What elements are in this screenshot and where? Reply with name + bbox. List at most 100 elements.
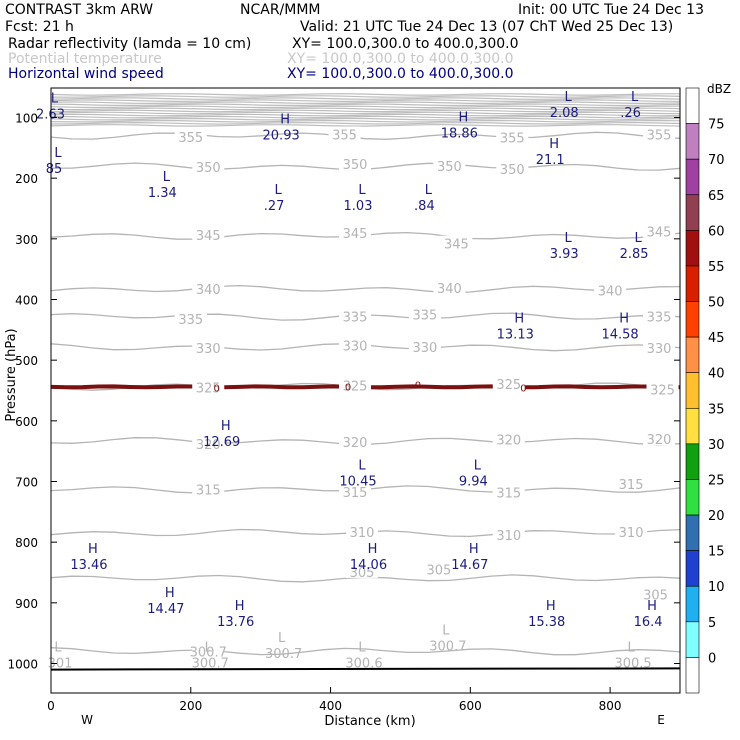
wind-extremum-value: 13.13 [497,328,534,343]
wind-extremum-marker: H [165,586,175,601]
upper-isentrope [50,119,681,123]
upper-isentrope [50,107,681,111]
wind-extremum-marker: L [54,146,62,161]
colorbar-swatch [685,123,700,160]
contour-label-bg [174,310,207,325]
wind-extremum-marker: L [163,170,171,185]
wind-extremum-marker: H [647,599,657,614]
contour-label-bg [192,281,225,296]
wind-extremum-value: 14.47 [147,602,184,617]
theta-low-value: 300.7 [429,639,466,654]
wind-extremum-value: 14.67 [451,558,488,573]
contour-label-bg [174,128,207,143]
colorbar-swatch [685,550,700,587]
x-tick-label: 200 [179,699,202,713]
field3-name: Horizontal wind speed [8,66,164,82]
upper-isentrope [50,124,681,127]
theta-contour-340 [50,284,681,294]
contour-label-bg [433,158,466,173]
wind-extremum-value: 1.03 [344,199,373,214]
colorbar-label: 35 [708,402,725,417]
contour-label-bg [346,563,379,578]
colorbar-label: 60 [708,224,725,239]
contour-label-bg [192,340,225,355]
colorbar-label: 70 [708,153,725,168]
colorbar-label: 45 [708,331,725,346]
theta-label: 330 [647,342,672,357]
y-tick-label: 1000 [7,658,38,672]
header-model: CONTRAST 3km ARW [5,2,154,18]
contour-label-bg [408,338,441,353]
contour-label-bg [328,126,361,141]
x-tick-label: 600 [459,699,482,713]
upper-isentrope [50,101,681,105]
contour-label-bg [433,279,466,294]
theta-low-value: 301 [48,656,73,671]
contour-label-bg [594,282,627,297]
theta-label: 350 [500,163,525,178]
wind-extremum-marker: H [88,542,98,557]
y-tick-label: 500 [15,354,38,368]
y-tick-label: 800 [15,536,38,550]
theta-label: 350 [196,161,221,176]
theta-label: 315 [619,478,644,493]
wind-extremum-value: 10.45 [339,474,376,489]
header-fcst: Fcst: 21 h [5,19,74,35]
y-tick-label: 300 [15,233,38,247]
contour-label-bg [346,523,379,538]
wind-extremum-value: 14.58 [601,328,638,343]
contour-label-bg [496,161,529,176]
theta-label: 320 [647,433,672,448]
colorbar-swatch [685,230,700,267]
wind-extremum-value: 15.38 [528,615,565,630]
theta-label: 335 [343,310,368,325]
theta-low-marker: L [627,640,635,655]
contour-label-bg [192,227,225,242]
contour-label-bg [339,337,372,352]
x-tick-label: 0 [47,699,55,713]
contour-label-bg [339,224,372,239]
contour-label-bg [492,526,525,541]
colorbar-label: 0 [708,651,716,666]
theta-label: 335 [647,310,672,325]
contour-label-bg [422,561,455,576]
reflectivity-zero-label: 0 [520,383,526,394]
east-label: E [657,713,665,727]
contour-label-bg [339,156,372,171]
contour-label-bg [440,235,473,250]
wind-extremum-marker: H [514,312,524,327]
contour-label-bg [339,483,372,498]
colorbar-label: 65 [708,189,725,204]
wind-extremum-value: 12.69 [203,435,240,450]
colorbar-title: dBZ [707,82,731,96]
contour-label-bg [643,223,676,238]
theta-label: 320 [196,438,221,453]
theta-label: 330 [412,341,437,356]
colorbar-label: 50 [708,296,725,311]
wind-extremum-marker: L [631,90,639,105]
wind-extremum-marker: H [469,542,479,557]
plot-frame [50,87,681,694]
contour-label-bg [192,643,225,658]
wind-extremum-marker: H [368,542,378,557]
contour-label-bg [643,431,676,446]
upper-isentrope [50,97,681,100]
colorbar-swatch [685,87,700,124]
theta-label: 345 [444,238,469,253]
wind-extremum-marker: L [565,90,573,105]
wind-extremum-marker: H [458,111,468,126]
upper-isentrope [50,113,681,117]
wind-extremum-marker: H [280,113,290,128]
x-axis-label: Distance (km) [324,714,415,729]
theta-label: 330 [196,342,221,357]
theta-label: 325 [196,381,221,396]
wind-extremum-value: 2.63 [36,107,65,122]
contour-label-bg [492,431,525,446]
wind-extremum-value: 14.06 [350,558,387,573]
contour-label-bg [339,308,372,323]
theta-label: 305 [350,566,375,581]
colorbar-label: 5 [708,616,716,631]
theta-label: 305 [643,588,668,603]
upper-isentrope [50,105,681,109]
wind-extremum-value: 9.94 [459,474,488,489]
